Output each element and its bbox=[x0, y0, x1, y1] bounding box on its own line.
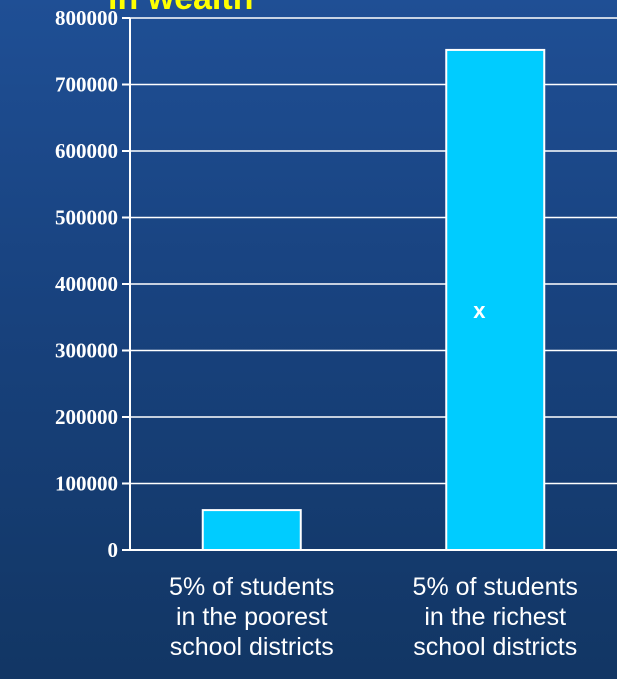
y-tick-label: 800000 bbox=[55, 6, 118, 30]
gridlines bbox=[130, 17, 617, 485]
bar-0 bbox=[201, 509, 302, 552]
category-label-line: school districts bbox=[170, 633, 334, 661]
category-label-line: school districts bbox=[413, 633, 577, 661]
y-tick-label: 600000 bbox=[55, 139, 118, 163]
y-tick-label: 400000 bbox=[55, 272, 118, 296]
bar-annotation: x bbox=[473, 298, 486, 323]
bars bbox=[201, 48, 546, 552]
category-label-line: 5% of students bbox=[169, 573, 334, 601]
y-tick-label: 100000 bbox=[55, 472, 118, 496]
y-tick-label: 0 bbox=[108, 538, 119, 562]
category-label-line: in the poorest bbox=[176, 603, 328, 631]
data-labels: x bbox=[473, 298, 486, 323]
bar-1 bbox=[445, 48, 546, 551]
chart-title: in wealth bbox=[108, 0, 253, 17]
y-tick-label: 700000 bbox=[55, 73, 118, 97]
y-tick-label: 300000 bbox=[55, 339, 118, 363]
y-tick-label: 200000 bbox=[55, 405, 118, 429]
category-label-line: in the richest bbox=[424, 603, 566, 631]
category-label-line: 5% of students bbox=[413, 573, 578, 601]
y-tick-labels: 0 100000 200000 300000 400000 500000 600000 700… bbox=[55, 6, 130, 562]
y-tick-label: 500000 bbox=[55, 206, 118, 230]
